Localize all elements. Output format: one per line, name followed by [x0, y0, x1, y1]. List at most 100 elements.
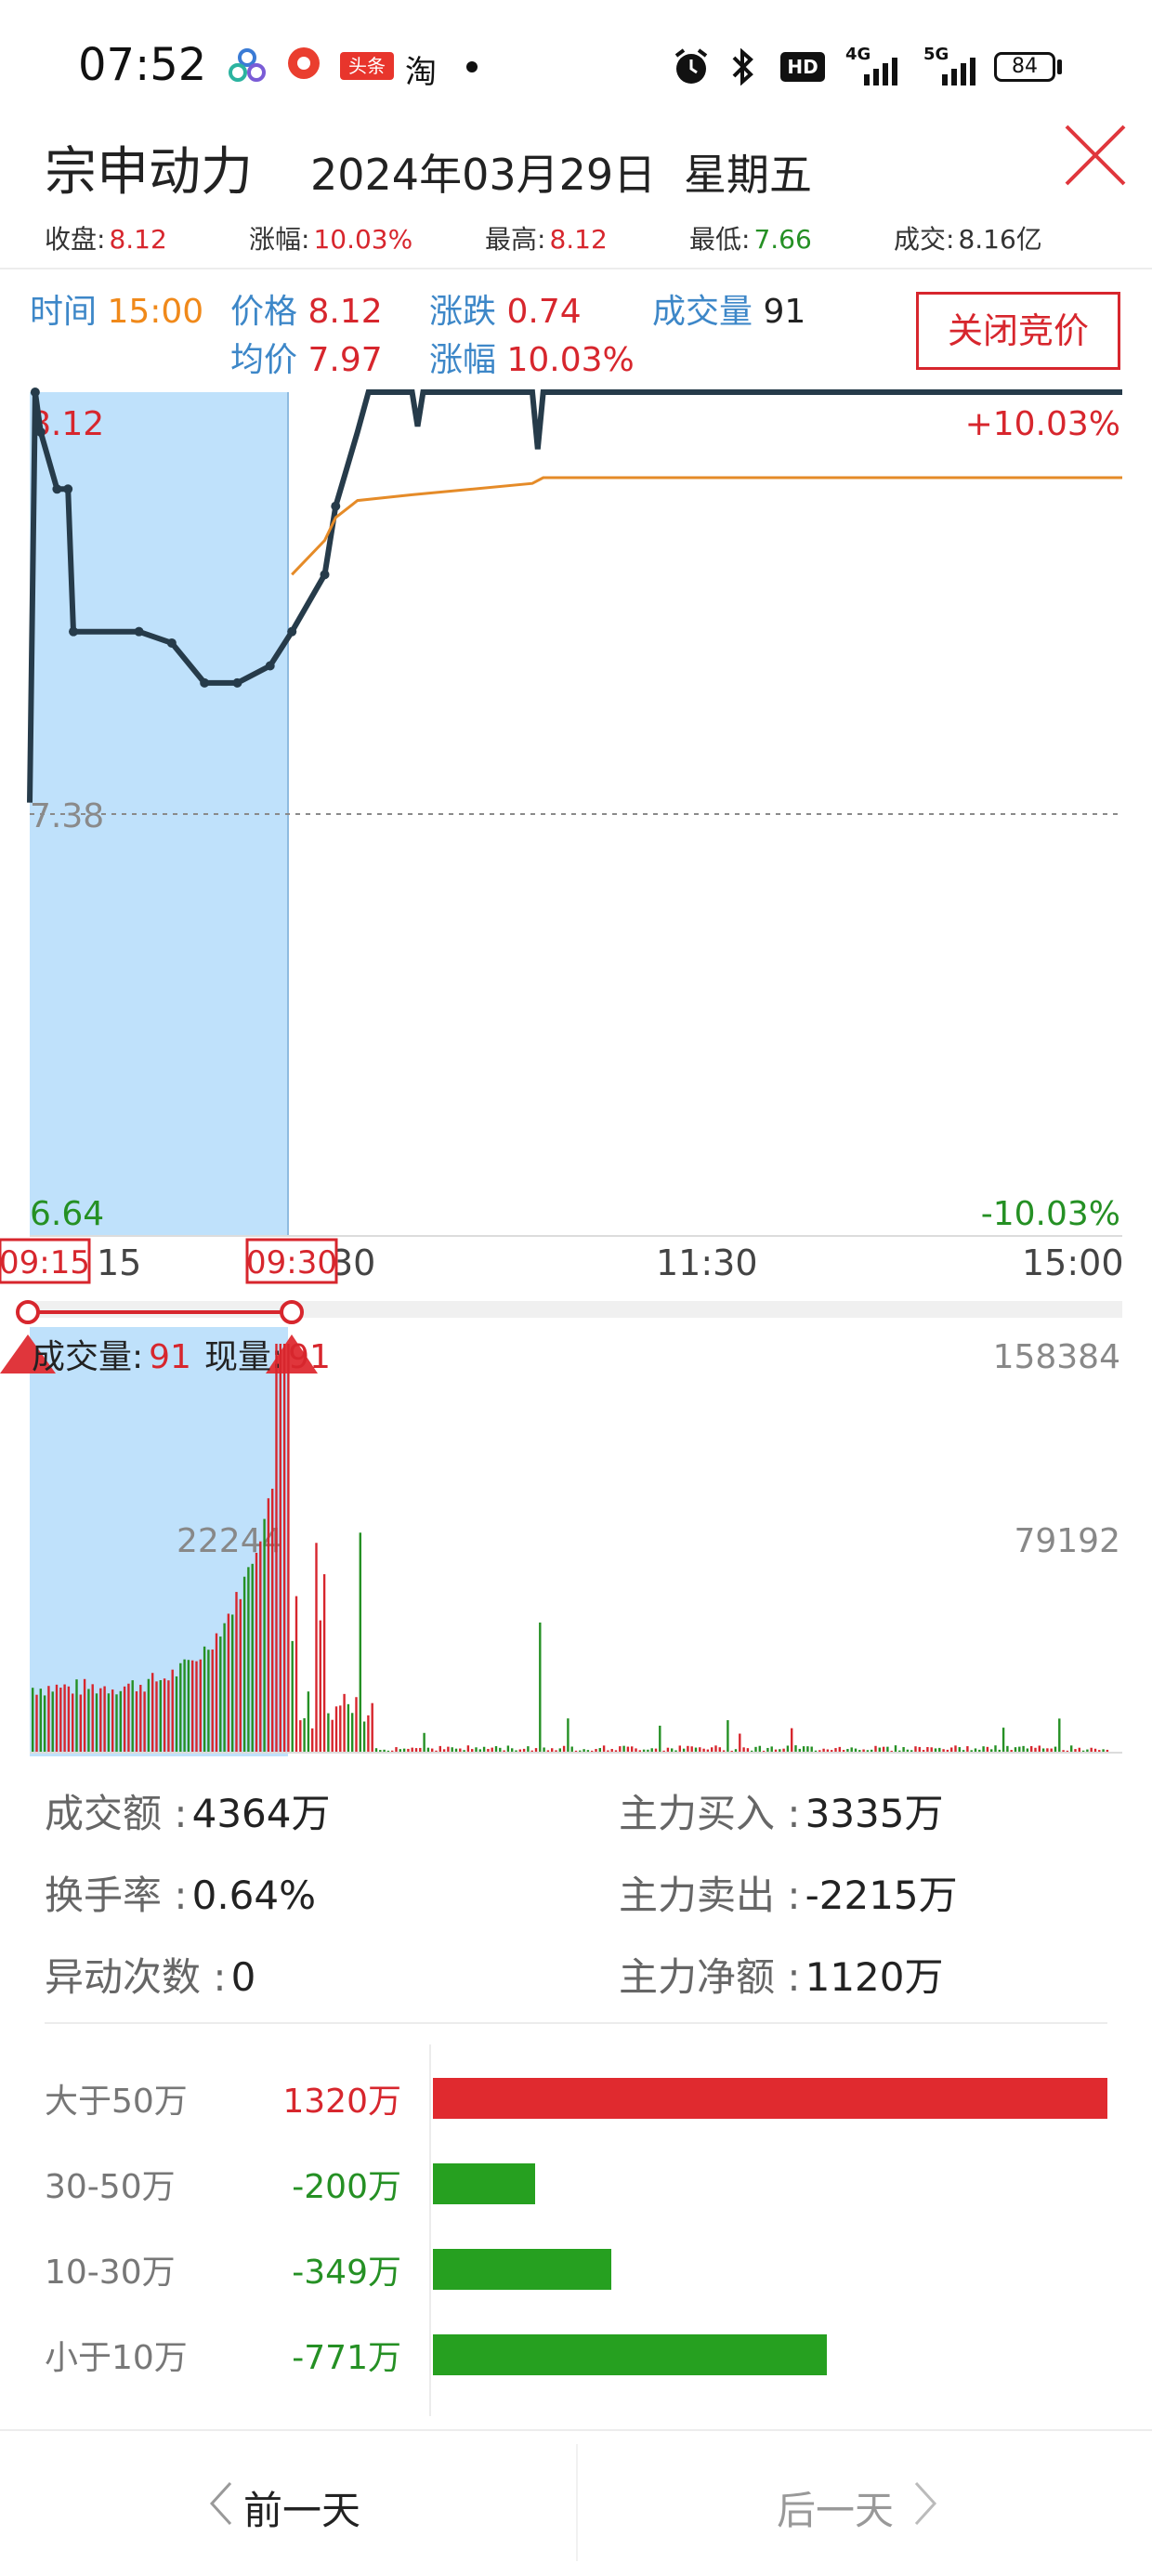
battery-icon: 84 [994, 52, 1055, 82]
signal-4g-label: 4G [845, 45, 871, 64]
volume-bar [91, 1684, 94, 1753]
volume-bar [1030, 1745, 1033, 1753]
breakdown-value: -200万 [292, 2168, 401, 2206]
close-auction-button[interactable]: 关闭竞价 [916, 292, 1120, 370]
price-point [200, 677, 210, 688]
app-icon-red [288, 47, 320, 79]
volume-bar [846, 1749, 849, 1753]
summary-close: 收盘: 8.12 [45, 224, 167, 255]
volume-bar [407, 1748, 410, 1753]
volume-bar [534, 1748, 538, 1753]
volume-bar [1062, 1750, 1065, 1753]
volume-bar [187, 1660, 190, 1753]
volume-bar [802, 1746, 805, 1753]
volume-bar [459, 1748, 462, 1753]
volume-bar [95, 1693, 98, 1753]
range-end-handle[interactable] [280, 1300, 304, 1324]
volume-bar [878, 1747, 881, 1753]
volume-bar [63, 1684, 66, 1753]
volume-bar [143, 1691, 146, 1753]
summary-change-pct: 涨幅: 10.03% [249, 224, 413, 255]
volume-bar [1081, 1750, 1085, 1753]
volume-bar [659, 1725, 661, 1753]
volume-bar [1074, 1749, 1077, 1753]
volume-bar [539, 1623, 542, 1753]
breakdown-divider [429, 2044, 431, 2416]
price-point [265, 661, 275, 671]
volume-bar [311, 1728, 314, 1753]
volume-bar [374, 1748, 378, 1753]
time-range-track[interactable] [30, 1301, 1122, 1318]
volume-bar [1066, 1750, 1069, 1753]
volume-bar [195, 1661, 198, 1753]
volume-bar [463, 1750, 465, 1753]
main-sell: 主力卖出 : -2215万 [619, 1873, 958, 1918]
volume-bar [219, 1636, 222, 1753]
volume-bar [279, 1344, 281, 1753]
volume-mid-label: 79192 [1014, 1522, 1120, 1560]
range-end-marker[interactable]: 09:30 [245, 1238, 338, 1284]
volume-bar [862, 1749, 865, 1753]
volume-bar [151, 1673, 154, 1753]
volume-bar [678, 1745, 681, 1753]
volume-bar [866, 1750, 870, 1753]
volume-bar [1078, 1747, 1080, 1753]
volume-bar [454, 1748, 458, 1753]
volume-bar [107, 1693, 111, 1753]
volume-bar [183, 1659, 186, 1753]
price-point [30, 388, 40, 397]
toutiao-icon: 头条 [340, 52, 394, 80]
volume-bar [583, 1749, 585, 1753]
next-day-button[interactable]: 后一天 [578, 2431, 1152, 2576]
summary-low: 最低: 7.66 [689, 224, 812, 255]
volume-bar [1050, 1748, 1053, 1753]
volume-bar [263, 1518, 266, 1753]
volume-bar [271, 1488, 274, 1753]
volume-bar [39, 1689, 42, 1753]
x-tick-label: 11:30 [656, 1242, 758, 1283]
close-icon[interactable] [1063, 123, 1128, 188]
breakdown-label: 10-30万 [45, 2254, 176, 2292]
chevron-left-icon [209, 2481, 232, 2526]
volume-bar [614, 1750, 618, 1753]
status-bar: 07:52 头条 淘 HD 4G 5G 84 [0, 0, 1152, 130]
alarm-icon [674, 48, 708, 84]
volume-bar [902, 1747, 905, 1753]
volume-bar [854, 1748, 857, 1753]
divider [45, 2022, 1107, 2024]
range-start-marker[interactable]: 09:15 [0, 1238, 91, 1284]
volume-bar [211, 1649, 214, 1753]
price-point [166, 637, 177, 648]
volume-bar [671, 1748, 674, 1753]
volume-bar [383, 1749, 386, 1753]
volume-bar [303, 1717, 306, 1753]
volume-bar [850, 1747, 853, 1753]
volume-bar [251, 1563, 254, 1753]
volume-label: 成交量: 91 现量: 91 [32, 1338, 331, 1376]
volume-bar [942, 1749, 945, 1753]
volume-bar [654, 1748, 658, 1753]
app-icon-cluster [229, 48, 266, 82]
volume-bar [255, 1552, 258, 1753]
intraday-chart[interactable]: 8.12 +10.03% 7.38 6.64 -10.03% 15 30 11:… [0, 381, 1152, 1756]
range-start-handle[interactable] [16, 1300, 40, 1324]
volume-bar [291, 1640, 294, 1753]
volume-bar [87, 1689, 90, 1753]
divider [0, 2429, 1152, 2431]
volume-bar [602, 1745, 606, 1753]
info-pct: 涨幅 10.03% [429, 341, 635, 379]
volume-bar [79, 1694, 82, 1753]
prev-day-button[interactable]: 前一天 [0, 2431, 576, 2576]
info-price: 价格 8.12 [230, 293, 383, 331]
volume-bar [638, 1750, 641, 1753]
volume-bar [978, 1749, 981, 1753]
volume-bar [926, 1746, 929, 1753]
volume-bar [466, 1745, 470, 1753]
breakdown-value: -349万 [292, 2254, 401, 2292]
volume-bar [994, 1745, 997, 1753]
volume-max-label: 158384 [993, 1338, 1120, 1376]
signal-5g-label: 5G [923, 45, 949, 64]
volume-bar [970, 1750, 973, 1753]
volume-bar [662, 1750, 665, 1753]
footer-divider [576, 2444, 578, 2561]
